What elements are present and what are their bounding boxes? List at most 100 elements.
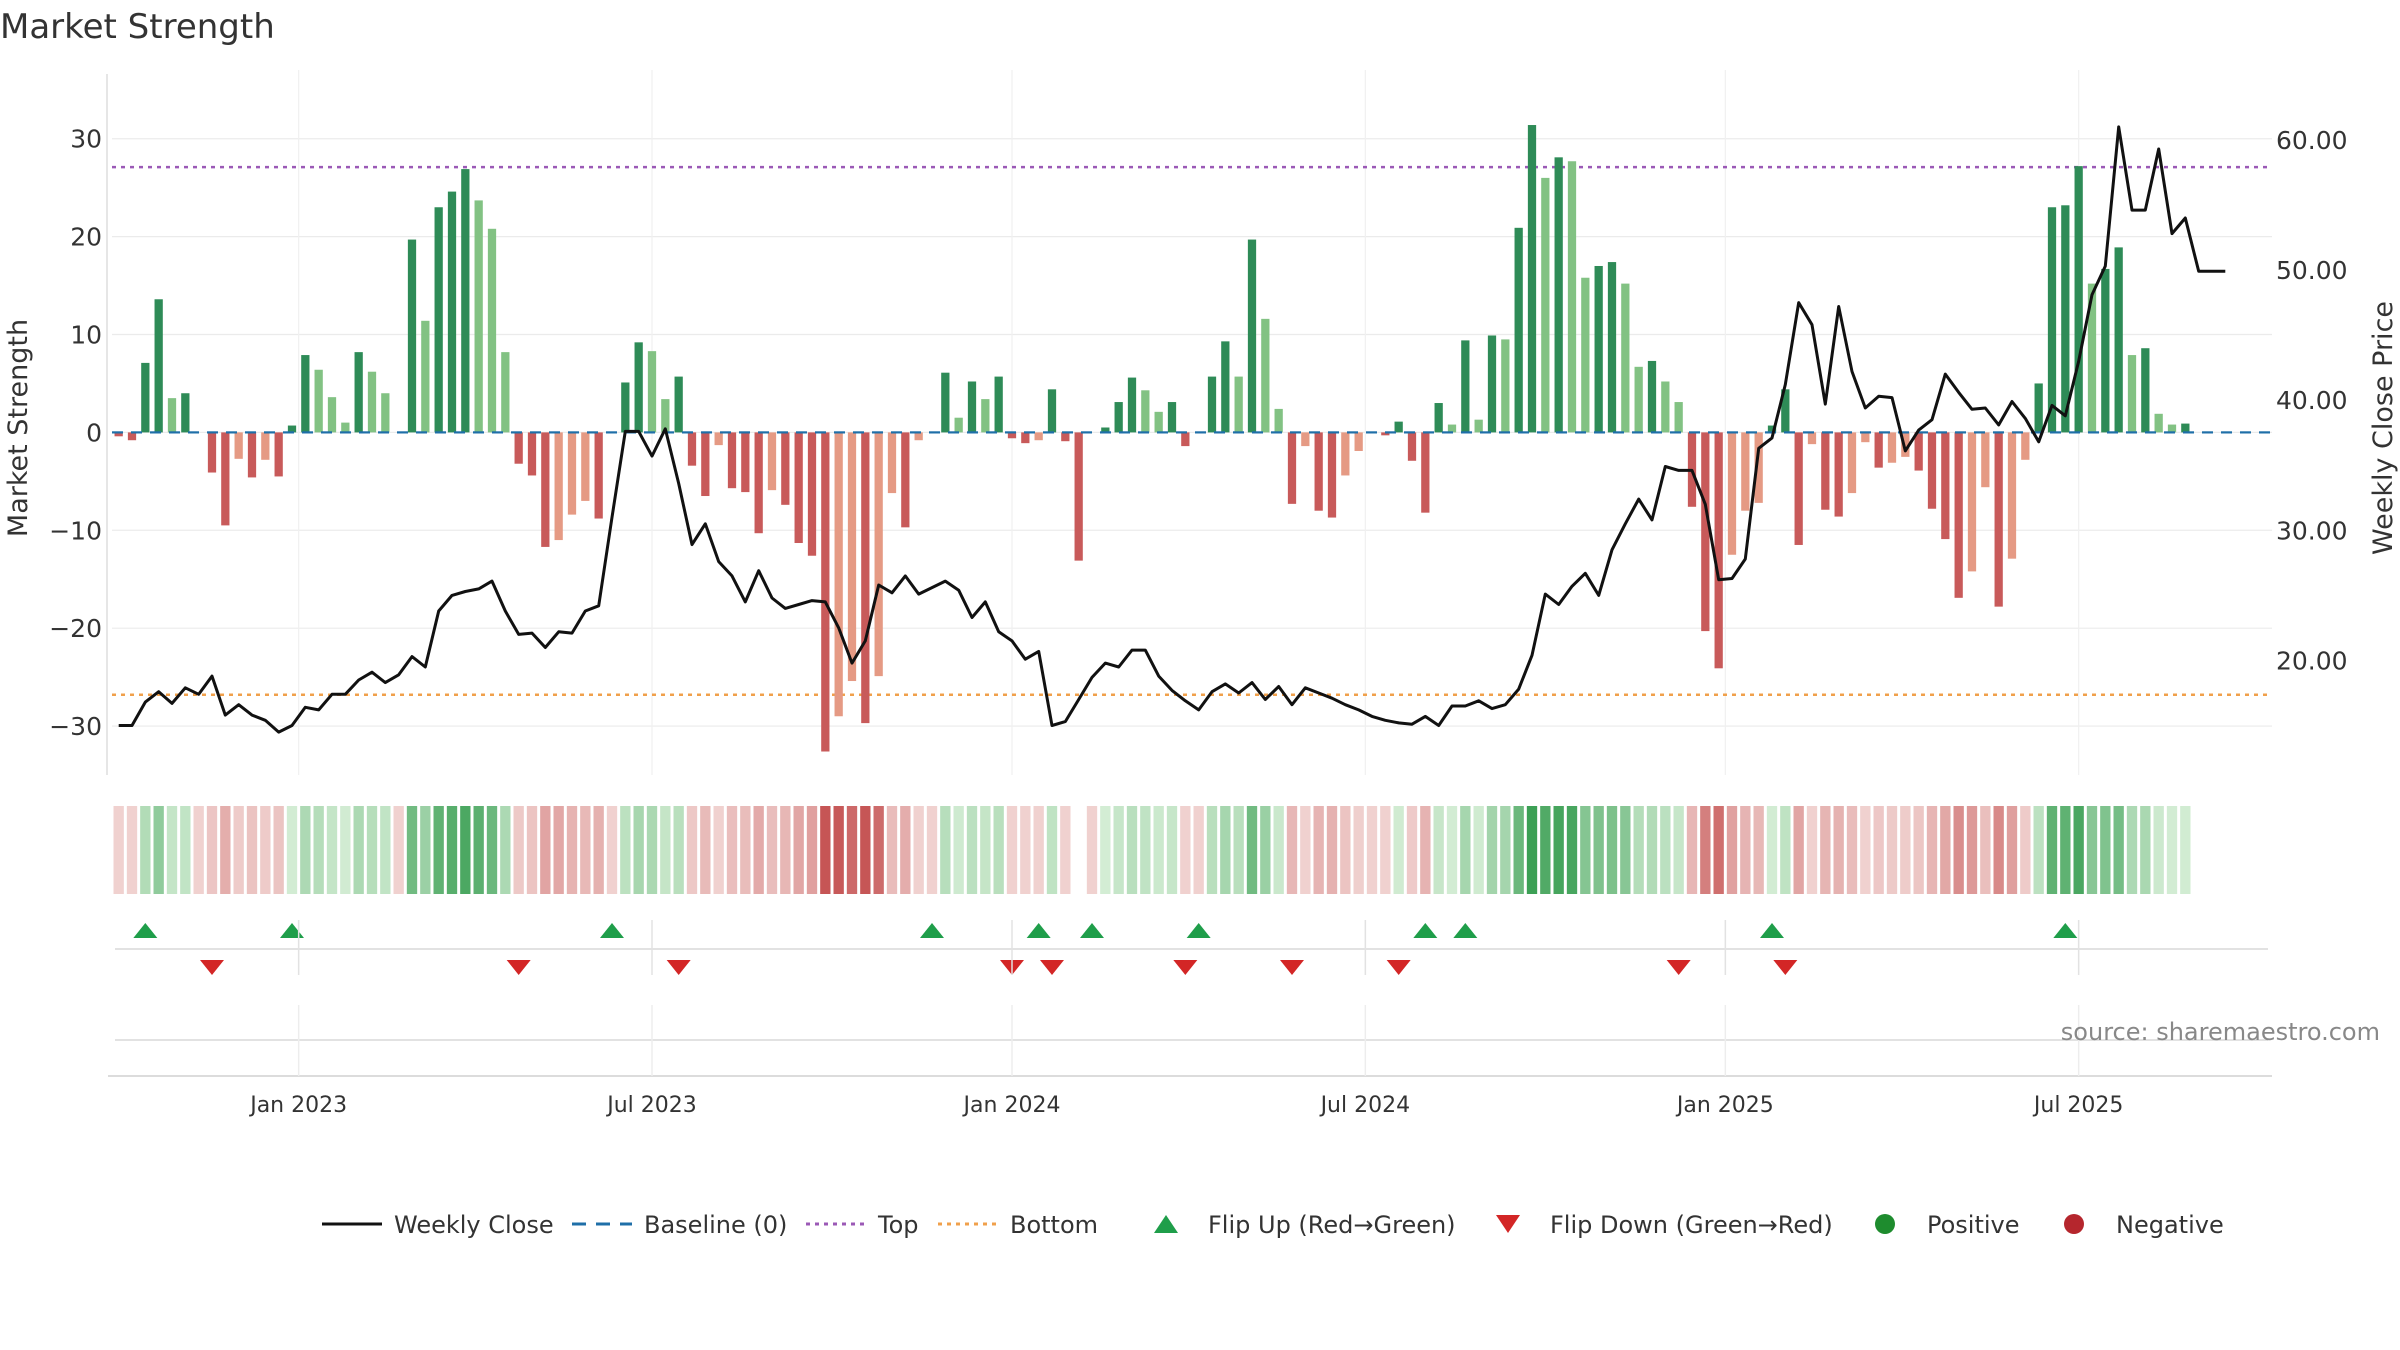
strength-bar — [1994, 432, 2003, 607]
heatmap-cell — [726, 806, 738, 894]
heatmap-cell — [286, 806, 298, 894]
heatmap-cell — [900, 806, 911, 894]
strength-bar — [434, 207, 443, 433]
y-tick-label-left: −10 — [49, 516, 102, 545]
strength-bar — [1501, 339, 1510, 433]
heatmap-cell — [926, 806, 938, 894]
strength-bar — [1127, 377, 1137, 433]
heatmap-cell — [1753, 806, 1764, 894]
heatmap-cell — [780, 806, 791, 894]
strength-bar — [181, 393, 190, 433]
flip-down-marker — [1773, 960, 1798, 975]
heatmap-cell — [1046, 806, 1058, 894]
legend-item: Weekly Close — [322, 1211, 554, 1239]
heatmap-cell — [2033, 806, 2044, 894]
heatmap-cell — [193, 806, 204, 894]
heatmap-cell — [2086, 806, 2098, 894]
heatmap-cell — [1726, 806, 1738, 894]
heatmap-cell — [753, 806, 764, 894]
heatmap-cell — [1060, 806, 1071, 894]
y-tick-label-left: 0 — [86, 418, 102, 447]
strength-bar — [501, 352, 510, 433]
strength-bar — [1487, 335, 1497, 433]
legend-item: Positive — [1875, 1211, 2020, 1239]
heatmap-cell — [1326, 806, 1338, 894]
heatmap-cell — [966, 806, 978, 894]
strength-bar — [1847, 432, 1857, 494]
x-tick-label: Jan 2024 — [962, 1093, 1061, 1118]
strength-bar — [1181, 432, 1190, 447]
strength-bar — [2007, 432, 2017, 559]
heatmap-cell — [2153, 806, 2164, 894]
heatmap-cell — [2126, 806, 2138, 894]
x-tick-label: Jul 2024 — [1319, 1093, 1411, 1118]
strength-bar — [834, 432, 843, 717]
strength-bar — [1621, 283, 1630, 433]
heatmap-cell — [153, 806, 164, 894]
legend-item: Top — [806, 1211, 919, 1239]
reference-lines — [112, 165, 2272, 696]
heatmap-cell — [2140, 806, 2151, 894]
heatmap-cell — [1260, 806, 1271, 894]
heatmap-cell — [2166, 806, 2178, 894]
strength-bar — [1114, 402, 1123, 433]
flip-up-marker — [600, 923, 624, 938]
strength-bar — [1141, 390, 1150, 433]
strength-bar — [1754, 432, 1763, 503]
strength-bar — [301, 355, 310, 433]
heatmap-cell — [1806, 806, 1818, 894]
heatmap-cell — [380, 806, 391, 894]
heatmap-cell — [1860, 806, 1871, 894]
strength-bar — [1767, 425, 1777, 433]
strength-bar — [754, 432, 763, 534]
legend-label: Baseline (0) — [644, 1211, 787, 1239]
heatmap-cell — [420, 806, 431, 894]
strength-bar — [514, 432, 523, 464]
strength-bar — [2167, 424, 2177, 433]
strength-bar — [287, 425, 297, 433]
flip-down-marker — [1040, 960, 1064, 975]
strength-bar — [714, 432, 723, 446]
heatmap-cell — [1460, 806, 1471, 894]
heatmap-cell — [886, 806, 898, 894]
strength-bar — [1474, 419, 1483, 433]
strength-bar — [1434, 403, 1443, 433]
heatmap-cell — [1406, 806, 1418, 894]
strength-bar — [701, 432, 710, 497]
chart-title: Market Strength — [0, 7, 275, 47]
heatmap-cell — [406, 806, 418, 894]
strength-bar — [1741, 432, 1750, 511]
heatmap-cell — [126, 806, 138, 894]
heatmap-cell — [606, 806, 618, 894]
strength-bar — [487, 228, 497, 433]
strength-bar — [1007, 432, 1017, 439]
heatmap-cell — [1633, 806, 1644, 894]
strength-bar — [1967, 432, 1977, 572]
strength-bar — [594, 432, 603, 519]
strength-bar — [1034, 432, 1043, 441]
legend-label: Flip Up (Red→Green) — [1208, 1211, 1456, 1239]
strength-bar — [1261, 318, 1270, 433]
strength-bar — [1981, 432, 1990, 488]
heatmap-cell — [1140, 806, 1151, 894]
legend-item: Negative — [2064, 1211, 2224, 1239]
heatmap-cell — [1580, 806, 1591, 894]
y-tick-label-right: 40.00 — [2276, 386, 2348, 415]
strength-bar — [1781, 389, 1790, 433]
strength-bar — [554, 432, 563, 541]
flip-up-marker — [1080, 923, 1104, 938]
y-tick-label-left: 10 — [70, 321, 102, 350]
heatmap-cell — [473, 806, 484, 894]
y-tick-label-right: 20.00 — [2276, 646, 2348, 675]
flip-down-marker — [1173, 960, 1198, 975]
strength-bar — [567, 432, 577, 515]
heatmap-cell — [1086, 806, 1098, 894]
strength-bar — [2101, 268, 2110, 433]
y-tick-label-left: −20 — [49, 614, 102, 643]
heatmap-cell — [300, 806, 311, 894]
heatmap-cell — [1780, 806, 1791, 894]
heatmap-cell — [260, 806, 271, 894]
heatmap-cell — [1620, 806, 1631, 894]
heatmap-cell — [1900, 806, 1911, 894]
strength-bar — [461, 169, 470, 433]
